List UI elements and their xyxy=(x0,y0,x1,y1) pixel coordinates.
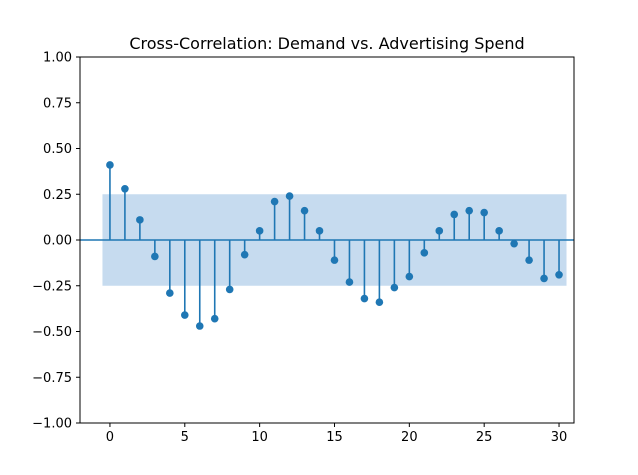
x-tick-label: 15 xyxy=(326,430,343,445)
y-tick-label: 0.50 xyxy=(43,142,72,157)
markers-layer xyxy=(106,161,563,330)
marker-lag-2 xyxy=(136,216,144,224)
x-tick-label: 0 xyxy=(106,430,114,445)
marker-lag-25 xyxy=(480,208,488,217)
marker-lag-29 xyxy=(540,274,548,283)
y-tick-label: 0.25 xyxy=(43,188,72,203)
y-tick-label: −0.25 xyxy=(32,279,72,294)
marker-lag-0 xyxy=(106,161,114,169)
marker-lag-1 xyxy=(121,184,129,193)
marker-lag-19 xyxy=(390,283,399,292)
x-tick-label: 5 xyxy=(181,430,189,445)
marker-lag-20 xyxy=(405,272,414,281)
x-tick-label: 20 xyxy=(401,430,418,445)
marker-lag-26 xyxy=(495,227,503,235)
marker-lag-11 xyxy=(270,197,279,206)
chart-title: Cross-Correlation: Demand vs. Advertisin… xyxy=(129,34,524,53)
y-tick-label: 0.75 xyxy=(43,96,72,111)
y-tick-label: 1.00 xyxy=(43,51,72,66)
y-tick-label: −0.50 xyxy=(32,325,72,340)
marker-lag-12 xyxy=(285,192,294,200)
marker-lag-28 xyxy=(525,256,533,264)
marker-lag-23 xyxy=(450,210,459,219)
marker-lag-27 xyxy=(510,239,518,248)
x-tick-label: 10 xyxy=(251,430,268,445)
marker-lag-17 xyxy=(360,294,369,303)
marker-lag-10 xyxy=(255,227,264,235)
marker-lag-18 xyxy=(375,298,384,307)
marker-lag-14 xyxy=(315,227,324,235)
marker-lag-16 xyxy=(345,278,354,286)
marker-lag-22 xyxy=(435,227,444,235)
marker-lag-7 xyxy=(210,314,219,323)
marker-lag-30 xyxy=(555,270,563,279)
y-tick-label: 0.00 xyxy=(43,234,72,249)
marker-lag-5 xyxy=(180,311,189,319)
marker-lag-6 xyxy=(195,322,204,330)
marker-lag-9 xyxy=(240,250,249,259)
marker-lag-4 xyxy=(166,289,174,297)
marker-lag-24 xyxy=(465,206,474,215)
y-tick-label: −0.75 xyxy=(32,371,72,386)
x-tick-label: 25 xyxy=(476,430,493,445)
marker-lag-13 xyxy=(300,206,309,215)
marker-lag-8 xyxy=(225,285,234,294)
marker-lag-3 xyxy=(151,252,159,261)
y-tick-label: −1.00 xyxy=(32,417,72,432)
x-tick-label: 30 xyxy=(551,430,568,445)
marker-lag-15 xyxy=(330,256,339,264)
marker-lag-21 xyxy=(420,249,429,257)
axes-layer: 0 5 10 15 20 25 30 1.00 0.75 0.50 0.25 0.00 −0.25 −0.… xyxy=(32,51,575,445)
